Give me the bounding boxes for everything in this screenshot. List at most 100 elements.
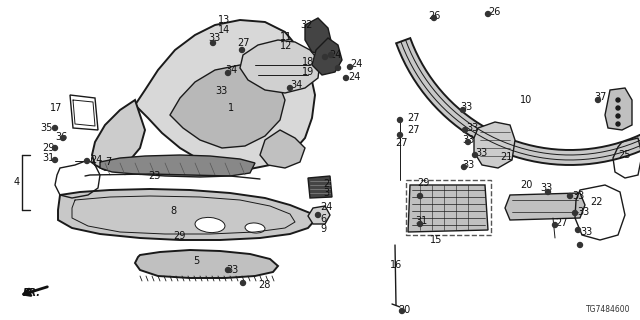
Circle shape — [52, 157, 58, 163]
Circle shape — [52, 146, 58, 150]
Circle shape — [577, 243, 582, 247]
Polygon shape — [100, 155, 255, 177]
Polygon shape — [605, 88, 632, 130]
Text: 33: 33 — [466, 123, 478, 133]
Circle shape — [463, 127, 467, 132]
Bar — [406, 180, 491, 235]
Polygon shape — [135, 20, 315, 170]
Text: 27: 27 — [407, 113, 419, 123]
Polygon shape — [396, 38, 640, 165]
Text: 10: 10 — [520, 95, 532, 105]
Circle shape — [239, 47, 244, 52]
Circle shape — [211, 41, 216, 45]
Circle shape — [616, 98, 620, 102]
Text: 17: 17 — [50, 103, 62, 113]
Circle shape — [52, 125, 58, 131]
Text: 33: 33 — [462, 135, 474, 145]
Text: 31: 31 — [415, 216, 428, 226]
Polygon shape — [312, 38, 342, 75]
Text: 14: 14 — [218, 25, 230, 35]
Text: 11: 11 — [280, 32, 292, 42]
Circle shape — [397, 117, 403, 123]
Text: 9: 9 — [320, 224, 326, 234]
Text: 1: 1 — [228, 103, 234, 113]
Circle shape — [573, 211, 577, 215]
Circle shape — [84, 158, 90, 164]
Text: 4: 4 — [14, 177, 20, 187]
Circle shape — [575, 228, 580, 233]
Text: 15: 15 — [430, 235, 442, 245]
Circle shape — [616, 106, 620, 110]
Circle shape — [545, 189, 550, 195]
Text: 26: 26 — [488, 7, 500, 17]
Text: 24: 24 — [348, 72, 360, 82]
Text: 29: 29 — [173, 231, 186, 241]
Text: 27: 27 — [555, 218, 568, 228]
Circle shape — [417, 194, 422, 198]
Text: 22: 22 — [590, 197, 602, 207]
Circle shape — [461, 164, 467, 170]
Circle shape — [316, 212, 321, 218]
Circle shape — [225, 70, 230, 76]
Text: 19: 19 — [302, 67, 314, 77]
Text: 33: 33 — [475, 148, 487, 158]
Text: 12: 12 — [280, 41, 292, 51]
Polygon shape — [505, 193, 585, 220]
Circle shape — [328, 52, 333, 58]
Text: 18: 18 — [302, 57, 314, 67]
Polygon shape — [308, 176, 332, 198]
Circle shape — [323, 54, 328, 60]
Text: 31: 31 — [42, 153, 54, 163]
Text: 33: 33 — [215, 86, 227, 96]
Circle shape — [568, 194, 573, 198]
Polygon shape — [170, 65, 285, 148]
Polygon shape — [135, 250, 278, 278]
Polygon shape — [474, 122, 515, 168]
Polygon shape — [305, 18, 332, 55]
Circle shape — [552, 222, 557, 228]
Text: 33: 33 — [208, 33, 220, 43]
Text: 33: 33 — [540, 183, 552, 193]
Text: 23: 23 — [148, 171, 161, 181]
Text: 30: 30 — [398, 305, 410, 315]
Text: 33: 33 — [577, 207, 589, 217]
Circle shape — [616, 122, 620, 126]
Text: 33: 33 — [460, 102, 472, 112]
Text: TG7484600: TG7484600 — [586, 305, 630, 314]
Circle shape — [616, 114, 620, 118]
Text: 24: 24 — [90, 155, 102, 165]
Text: 34: 34 — [290, 80, 302, 90]
Circle shape — [472, 153, 477, 157]
Circle shape — [241, 281, 246, 285]
Text: 24: 24 — [350, 59, 362, 69]
Text: 36: 36 — [55, 132, 67, 142]
Circle shape — [287, 85, 292, 91]
Text: 33: 33 — [226, 265, 238, 275]
Circle shape — [344, 76, 349, 81]
Polygon shape — [58, 189, 315, 240]
Text: 16: 16 — [390, 260, 403, 270]
Text: 5: 5 — [193, 256, 199, 266]
Text: 29: 29 — [42, 143, 54, 153]
Text: 2: 2 — [323, 179, 329, 189]
Circle shape — [397, 132, 403, 138]
Polygon shape — [408, 185, 488, 232]
Text: 21: 21 — [500, 152, 513, 162]
Text: 33: 33 — [572, 191, 584, 201]
Text: 24: 24 — [320, 202, 332, 212]
Text: 29: 29 — [417, 178, 429, 188]
Text: 28: 28 — [258, 280, 270, 290]
Text: 35: 35 — [40, 123, 52, 133]
Text: 32: 32 — [300, 20, 312, 30]
Text: 27: 27 — [407, 125, 419, 135]
Polygon shape — [260, 130, 305, 168]
Text: FR.: FR. — [23, 288, 41, 298]
Circle shape — [348, 65, 353, 69]
Circle shape — [417, 221, 422, 227]
Text: 7: 7 — [105, 157, 111, 167]
Text: 33: 33 — [462, 160, 474, 170]
Ellipse shape — [245, 223, 265, 233]
Polygon shape — [240, 40, 320, 93]
Text: 33: 33 — [580, 227, 592, 237]
Text: 27: 27 — [395, 138, 408, 148]
